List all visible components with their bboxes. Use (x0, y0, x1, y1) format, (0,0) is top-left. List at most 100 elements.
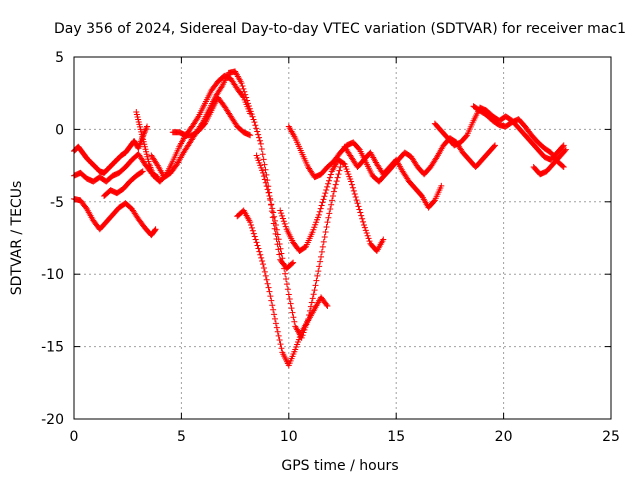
x-tick-label: 25 (602, 429, 620, 445)
data-point (363, 230, 370, 237)
data-point (263, 183, 270, 190)
data-point (244, 97, 251, 104)
data-point (278, 250, 285, 257)
data-point (313, 277, 320, 284)
data-point (265, 284, 272, 291)
data-point (328, 201, 335, 208)
data-point (267, 197, 274, 204)
data-point (312, 282, 319, 289)
data-point (258, 254, 265, 261)
data-point (247, 219, 254, 226)
data-point (302, 324, 309, 331)
data-point (279, 212, 286, 219)
data-point (310, 291, 317, 298)
data-point (261, 161, 268, 168)
data-point (283, 275, 290, 282)
data-point (256, 134, 263, 141)
data-point (320, 238, 327, 245)
data-point (275, 236, 282, 243)
data-point (360, 221, 367, 228)
data-point (380, 236, 387, 243)
data-point (285, 291, 292, 298)
data-point (254, 242, 261, 249)
data-point (491, 143, 498, 150)
data-point (438, 182, 445, 189)
data-point (275, 332, 282, 339)
series-sat-l (341, 143, 445, 211)
data-point (248, 224, 255, 231)
data-point (271, 217, 278, 224)
data-point (273, 226, 280, 233)
data-point (277, 245, 284, 252)
data-point (324, 183, 331, 190)
data-point (319, 199, 326, 206)
data-point (291, 318, 298, 325)
data-point (353, 197, 360, 204)
data-point (329, 193, 336, 200)
data-point (246, 105, 253, 112)
chart-title: Day 356 of 2024, Sidereal Day-to-day VTE… (54, 21, 626, 37)
data-point (256, 137, 263, 144)
data-point (277, 207, 284, 214)
data-point (306, 311, 313, 318)
data-point (318, 248, 325, 255)
data-point (281, 265, 288, 272)
y-tick-label: 0 (55, 122, 64, 138)
data-point (251, 119, 258, 126)
data-point (286, 296, 293, 303)
data-point (278, 345, 285, 352)
data-point (280, 218, 287, 225)
data-point (247, 108, 254, 115)
data-point (142, 126, 149, 133)
data-point (560, 142, 567, 149)
data-point (303, 321, 310, 328)
data-point (308, 299, 315, 306)
data-point (265, 189, 272, 196)
data-point (271, 311, 278, 318)
data-point (321, 193, 328, 200)
data-point (361, 224, 368, 231)
data-point (279, 255, 286, 262)
data-point (152, 227, 159, 234)
data-point (349, 181, 356, 188)
y-tick-label: -5 (50, 195, 64, 211)
data-point (317, 205, 324, 212)
data-point (138, 169, 145, 176)
data-point (325, 180, 332, 187)
data-point (255, 245, 262, 252)
data-point (260, 156, 267, 163)
tick-labels: 0 5 10 15 20 25 5 0 -5 -10 -15 -20 (41, 50, 620, 445)
series-sat-c (71, 195, 159, 239)
data-point (259, 151, 266, 158)
data-point (322, 229, 329, 236)
data-point (278, 210, 285, 217)
data-point (299, 332, 306, 339)
data-point (249, 227, 256, 234)
data-point (258, 146, 265, 153)
data-point (276, 240, 283, 247)
data-point (315, 211, 322, 218)
data-point (334, 174, 341, 181)
y-tick-label: 5 (55, 50, 64, 66)
data-point (287, 300, 294, 307)
data-point (250, 230, 257, 237)
data-point (356, 206, 363, 213)
data-point (263, 276, 270, 283)
series-sat-a (71, 123, 151, 176)
data-point (323, 187, 330, 194)
data-point (559, 163, 566, 170)
data-point (340, 160, 347, 167)
data-point (253, 239, 260, 246)
x-tick-label: 0 (70, 429, 79, 445)
data-points (71, 68, 569, 369)
data-point (326, 210, 333, 217)
data-point (250, 116, 257, 123)
data-point (290, 259, 297, 266)
data-point (257, 251, 264, 258)
data-point (330, 188, 337, 195)
data-point (272, 320, 279, 327)
data-point (264, 186, 271, 193)
data-point (327, 171, 334, 178)
data-point (266, 288, 273, 295)
